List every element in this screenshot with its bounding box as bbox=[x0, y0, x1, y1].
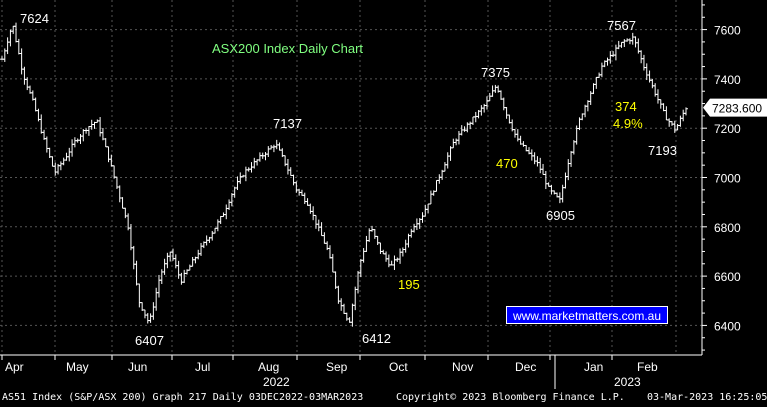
price-chart: 6400 6600 6800 7000 7200 7400 7600 7283.600 Apr… bbox=[0, 0, 767, 389]
annotation-1: 6407 bbox=[135, 333, 164, 348]
annotation-11: 7193 bbox=[648, 143, 677, 158]
annotation-8: 7567 bbox=[607, 18, 636, 33]
annotation-7: 6905 bbox=[546, 208, 575, 223]
y-tick-label-6: 7600 bbox=[714, 24, 741, 38]
x-tick-label-5: Sep bbox=[326, 360, 348, 374]
annotation-6: 470 bbox=[496, 156, 518, 171]
last-price-label: 7283.600 bbox=[712, 102, 762, 116]
y-axis: 6400 6600 6800 7000 7200 7400 7600 7283.600 bbox=[701, 0, 767, 355]
price-bars bbox=[0, 22, 688, 327]
y-tick-label-4: 7200 bbox=[714, 122, 741, 136]
x-tick-label-7: Nov bbox=[452, 360, 473, 374]
annotation-3: 6412 bbox=[362, 331, 391, 346]
chart-title: ASX200 Index Daily Chart bbox=[212, 41, 363, 56]
x-tick-label-6: Oct bbox=[389, 360, 408, 374]
annotation-4: 195 bbox=[398, 277, 420, 292]
footer-middle: Copyright© 2023 Bloomberg Finance L.P. bbox=[396, 392, 625, 403]
y-tick-label-3: 7000 bbox=[714, 172, 741, 186]
annotation-0: 7624 bbox=[20, 11, 49, 26]
watermark-link[interactable]: www.marketmatters.com.au bbox=[506, 306, 668, 324]
annotation-10: 4.9% bbox=[613, 116, 643, 131]
x-tick-label-3: Jul bbox=[195, 360, 210, 374]
footer-left: AS51 Index (S&P/ASX 200) Graph 217 Daily… bbox=[2, 392, 364, 403]
footer-bar: AS51 Index (S&P/ASX 200) Graph 217 Daily… bbox=[0, 389, 767, 407]
y-tick-label-2: 6800 bbox=[714, 221, 741, 235]
chart-grid bbox=[0, 0, 702, 355]
y-tick-label-5: 7400 bbox=[714, 73, 741, 87]
footer-right: 03-Mar-2023 16:25:05 bbox=[647, 392, 767, 403]
y-tick-label-0: 6400 bbox=[714, 319, 741, 333]
x-tick-label-4: Aug bbox=[258, 360, 279, 374]
x-tick-label-0: Apr bbox=[5, 360, 24, 374]
x-axis: Apr May Jun Jul Aug Sep Oct Nov Dec Jan Feb 2022 202… bbox=[0, 354, 702, 389]
x-tick-label-1: May bbox=[66, 360, 89, 374]
year-label-1: 2023 bbox=[614, 375, 641, 389]
x-tick-label-8: Dec bbox=[515, 360, 536, 374]
chart-annotations: ASX200 Index Daily Chart 7624 6407 7137 6412… bbox=[20, 11, 677, 348]
year-label-0: 2022 bbox=[263, 375, 290, 389]
annotation-9: 374 bbox=[615, 99, 637, 114]
annotation-2: 7137 bbox=[273, 116, 302, 131]
x-tick-label-9: Jan bbox=[584, 360, 603, 374]
annotation-5: 7375 bbox=[481, 65, 510, 80]
y-tick-label-1: 6600 bbox=[714, 270, 741, 284]
last-price-box bbox=[703, 98, 767, 117]
x-tick-label-10: Feb bbox=[637, 360, 658, 374]
x-tick-label-2: Jun bbox=[128, 360, 147, 374]
